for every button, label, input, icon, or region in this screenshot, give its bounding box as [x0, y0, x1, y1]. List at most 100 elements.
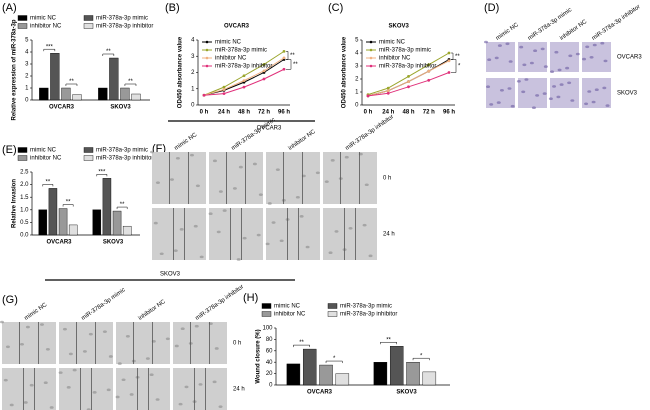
cell: [25, 325, 30, 329]
legend-label: inhibitor NC: [215, 56, 247, 62]
bar: [50, 53, 60, 101]
group-label: OVCAR3: [257, 126, 282, 132]
cell: [49, 406, 54, 409]
cell: [496, 101, 501, 104]
cell: [129, 393, 134, 396]
cell: [505, 42, 510, 46]
marker: [447, 71, 451, 74]
marker: [282, 56, 286, 60]
bar: [373, 362, 388, 386]
cell: [315, 171, 320, 175]
cell: [193, 224, 198, 228]
cell: [348, 226, 353, 230]
cell: [516, 80, 521, 83]
column-label: mimic NC: [495, 22, 520, 42]
significance-label: **: [128, 79, 133, 85]
significance-bracket: [116, 206, 128, 210]
row-label: 0 h: [383, 176, 391, 182]
cell: [271, 221, 276, 224]
panel-label: (C): [328, 2, 343, 14]
cell: [169, 178, 174, 181]
legend-marker: [205, 64, 209, 68]
marker: [282, 67, 286, 71]
cell: [62, 327, 67, 331]
legend-swatch: [17, 15, 28, 21]
bar: [335, 373, 350, 386]
legend-label: miR-378a-3p inhibitor: [379, 64, 436, 70]
x-tick-label: OVCAR3: [46, 240, 72, 246]
y-tick-label: 20: [266, 371, 273, 377]
cell: [216, 230, 221, 234]
legend-swatch: [261, 311, 272, 317]
y-axis-label: Wound closure (%): [256, 329, 262, 383]
cell: [557, 68, 562, 72]
cell: [208, 212, 213, 216]
significance-label: **: [66, 200, 71, 206]
cell: [174, 344, 179, 348]
legend-marker: [369, 40, 373, 44]
significance-bracket: [43, 48, 56, 52]
cell: [72, 368, 77, 372]
micrograph: [266, 208, 320, 260]
x-tick-label: 24 h: [382, 110, 394, 116]
cell: [5, 345, 10, 349]
legend-label: miR-378a-3p mimic: [96, 16, 148, 22]
cell: [585, 45, 590, 49]
y-tick-label: 5: [25, 38, 29, 44]
x-tick-label: SKOV3: [110, 105, 131, 111]
chart-title: OVCAR3: [224, 24, 250, 30]
cell: [198, 383, 203, 386]
legend-label: miR-378a-3p inhibitor: [96, 156, 153, 162]
cell: [510, 104, 515, 108]
column-label: miR-378a-3p inhibitor: [195, 284, 245, 322]
y-tick-label: 5: [355, 38, 359, 44]
cell: [533, 49, 538, 52]
x-tick-label: OVCAR3: [49, 105, 75, 111]
micrograph: [323, 208, 377, 260]
x-tick-label: 96 h: [278, 110, 290, 116]
y-tick-label: 0: [269, 383, 273, 389]
cell: [554, 50, 559, 54]
cell: [212, 159, 217, 163]
significance-label: **: [106, 49, 111, 55]
cell: [125, 334, 130, 338]
bar: [72, 94, 82, 101]
x-tick-label: OVCAR3: [307, 390, 333, 396]
cell: [600, 41, 605, 45]
legend-label: miR-378a-3p inhibitor: [340, 312, 397, 318]
cell: [222, 209, 227, 212]
micrograph: [152, 152, 206, 204]
marker: [407, 80, 410, 83]
micrograph: [2, 322, 56, 364]
micrograph: [116, 368, 170, 410]
cell: [602, 86, 607, 90]
panel-label: (E): [2, 144, 17, 156]
cell: [334, 230, 339, 233]
legend-swatch: [17, 147, 28, 153]
cell: [484, 40, 488, 44]
cell: [594, 88, 599, 91]
cell: [552, 85, 557, 88]
cell: [489, 103, 494, 106]
cell: [88, 332, 93, 336]
bar: [38, 209, 48, 236]
y-axis-label: OD450 absorbance value: [178, 36, 184, 108]
group-label: SKOV3: [160, 272, 181, 278]
micrograph: [116, 322, 170, 364]
bar: [98, 87, 108, 101]
row-label: SKOV3: [617, 91, 638, 97]
marker: [242, 85, 246, 89]
cell: [108, 355, 113, 358]
cell: [117, 362, 122, 365]
cell: [218, 405, 223, 408]
y-tick-label: 2: [25, 74, 29, 80]
bar: [406, 362, 420, 386]
significance-bracket: [293, 344, 310, 348]
significance-bracket: [96, 174, 108, 177]
column-label: inhibitor NC: [559, 19, 589, 42]
legend-label: inhibitor NC: [30, 24, 62, 30]
bar: [39, 87, 49, 101]
significance-label: **: [46, 179, 51, 185]
row-label: 24 h: [383, 232, 395, 238]
